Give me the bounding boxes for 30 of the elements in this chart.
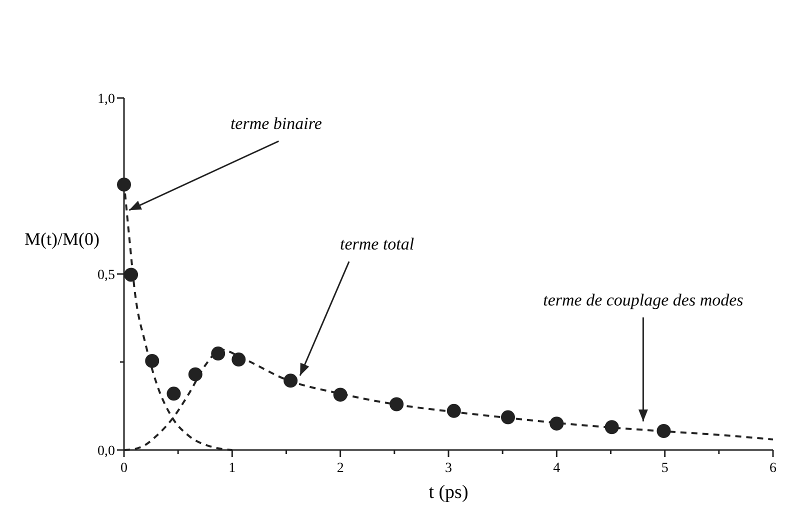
annotation: terme binaire	[230, 114, 322, 134]
y-tick-label: 0,0	[98, 444, 115, 459]
annotation: terme total	[340, 234, 414, 254]
point	[604, 420, 619, 434]
point	[145, 354, 160, 368]
y-tick-label: 0,5	[98, 268, 115, 283]
point	[550, 416, 564, 431]
point	[284, 374, 298, 388]
y-tick-label: 1,0	[98, 92, 115, 107]
point	[390, 397, 404, 412]
point	[124, 268, 138, 282]
x-tick-label: 0	[120, 461, 128, 476]
x-tick-label: 4	[553, 461, 560, 476]
point	[446, 404, 461, 418]
x-tick-label: 6	[770, 461, 776, 476]
x-tick-label: 1	[228, 461, 236, 476]
point	[188, 367, 202, 382]
y-axis-title: M(t)/M(0)	[24, 228, 100, 249]
x-tick-label: 2	[336, 461, 344, 476]
annotation: terme de couplage des modes	[543, 290, 744, 310]
point	[232, 352, 246, 367]
point	[166, 386, 181, 401]
point	[656, 424, 671, 438]
point	[333, 388, 348, 402]
x-tick-label: 5	[661, 461, 668, 476]
point	[211, 346, 226, 361]
point	[500, 410, 515, 424]
point	[117, 178, 131, 192]
x-axis-title: t (ps)	[428, 482, 468, 503]
x-tick-label: 3	[445, 461, 452, 476]
